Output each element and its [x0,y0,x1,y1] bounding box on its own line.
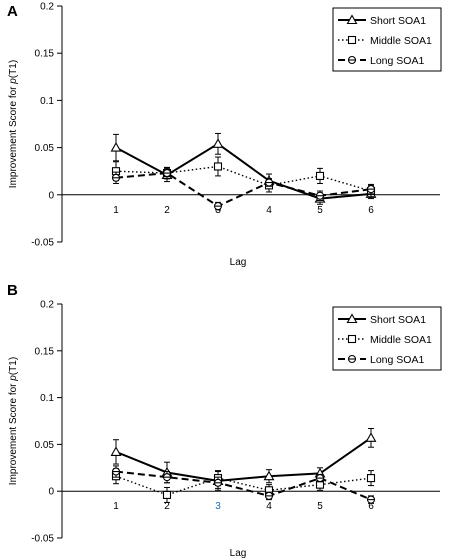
legend-label: Short SOA1 [370,314,426,326]
y-tick-label: 0 [48,190,54,201]
y-axis-title: Improvement Score for p(T1) [8,357,19,485]
y-axis-title-suffix: (T1) [8,60,19,78]
data-point-square [213,162,223,171]
legend-marker-square [347,35,357,45]
x-tick-label: 5 [317,501,323,512]
y-tick-label: -0.05 [31,534,54,545]
x-axis-title: Lag [230,548,247,559]
y-axis-title-suffix: (T1) [8,357,19,375]
x-tick-label: 6 [368,501,374,512]
series-line [115,437,372,482]
series-line [115,142,372,200]
legend-label: Middle SOA1 [370,35,432,47]
data-point-triangle [263,470,275,481]
y-tick-label: 0.05 [35,143,55,154]
y-tick-label: 0.1 [40,393,54,404]
panel-label-a: A [7,3,18,20]
data-point-square [315,171,325,180]
chart-a-svg: 0.20.150.10.050-0.05123456LagImprovement… [8,2,442,268]
x-tick-label: 1 [113,501,119,512]
data-point-triangle [212,138,224,148]
legend: Short SOA1 Middle SOA1 Long SOA1 [332,306,442,371]
x-tick-label: 2 [164,501,170,512]
data-point-triangle [365,432,377,442]
series-triangle [110,427,377,491]
data-point-square [366,474,376,483]
y-tick-label: 0 [48,487,54,498]
series-line [115,165,372,192]
y-axis-title-text: Improvement Score for [8,84,19,188]
legend-marker-triangle [346,14,358,25]
legend-label: Long SOA1 [370,55,424,67]
chart-panel-a: A 0.20.150.10.050-0.05123456LagImproveme… [7,2,442,268]
chart-b-svg: 0.2 0.15 0.1 0.05 0 -0.05 1 2 3 4 5 6 Lag Improvement… [8,300,442,559]
y-tick-label: 0.2 [40,300,54,311]
x-axis-title: Lag [230,257,247,268]
data-point-triangle [110,141,122,152]
series-line [115,475,372,496]
y-tick-label: 0.15 [35,49,55,60]
series-line [115,172,372,208]
x-tick-label: 4 [266,501,272,512]
y-axis-title-italic: p [8,375,19,382]
legend-label: Middle SOA1 [370,334,432,346]
legend-label: Short SOA1 [370,15,426,27]
y-axis-title: Improvement Score for p(T1) [8,60,19,188]
x-tick-label: 4 [266,205,272,216]
y-tick-label: 0.15 [35,346,55,357]
legend-label: Long SOA1 [370,354,424,366]
series-circle [111,166,376,211]
y-tick-label: -0.05 [31,238,54,249]
x-tick-label: 2 [164,205,170,216]
panel-label-b: B [7,282,18,299]
x-tick-label: 5 [317,205,323,216]
data-point-triangle [110,446,122,456]
x-tick-label: 6 [368,205,374,216]
series-circle [111,465,376,504]
y-tick-label: 0.2 [40,2,54,13]
x-tick-label: 1 [113,205,119,216]
data-point-square [162,490,172,499]
y-tick-label: 0.05 [35,440,55,451]
legend: Short SOA1 Middle SOA1 Long SOA1 [332,7,442,72]
legend-marker-square [347,334,357,344]
legend-marker-triangle [346,313,358,324]
y-axis-title-text: Improvement Score for [8,381,19,485]
series-line [115,470,372,501]
x-tick-label: 3 [215,501,221,512]
y-tick-label: 0.1 [40,96,54,107]
y-axis-title-italic: p [8,78,19,85]
chart-panel-b: B 0.2 0.15 0.1 0.05 0 -0.05 1 2 3 4 5 6 Lag Improveme… [0,280,454,559]
